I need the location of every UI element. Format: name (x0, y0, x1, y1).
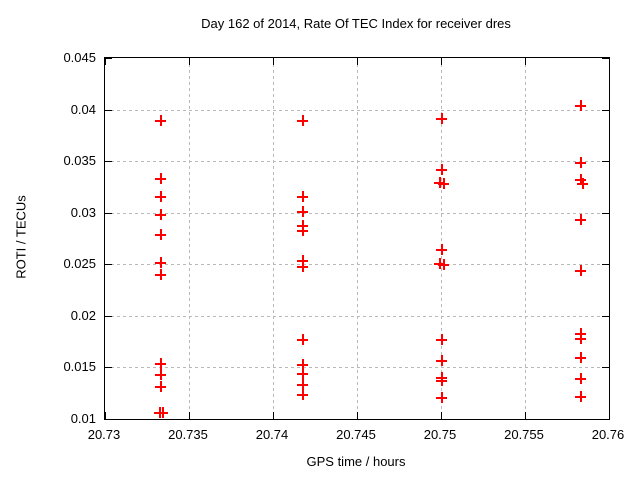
data-point-marker (296, 359, 308, 371)
x-tick-label: 20.75 (423, 427, 457, 442)
data-point-marker (436, 374, 447, 386)
y-tick-label: 0.03 (70, 205, 96, 220)
y-tick-label: 0.01 (70, 411, 96, 426)
gridline-vertical (441, 58, 442, 419)
y-tick-mark (105, 161, 112, 162)
y-tick-mark (602, 58, 609, 59)
data-point-marker (155, 358, 167, 370)
data-point-marker (436, 333, 447, 345)
data-point-marker (296, 205, 308, 217)
data-point-marker (296, 261, 308, 273)
data-point-marker (157, 406, 169, 418)
data-point-marker (296, 389, 308, 401)
y-tick-label: 0.02 (70, 308, 96, 323)
y-tick-mark (105, 264, 112, 265)
x-tick-mark (609, 58, 610, 65)
data-point-marker (575, 372, 587, 384)
y-tick-mark (602, 161, 609, 162)
gridline-vertical (273, 58, 274, 419)
x-tick-mark (105, 412, 106, 419)
data-point-marker (575, 173, 587, 185)
data-point-marker (434, 176, 446, 188)
y-tick-mark (602, 213, 609, 214)
data-point-marker (575, 391, 587, 403)
y-tick-mark (602, 367, 609, 368)
y-tick-mark (602, 110, 609, 111)
plot-area (104, 57, 610, 420)
x-tick-mark (189, 58, 190, 65)
data-point-marker (436, 164, 447, 176)
data-point-marker (155, 229, 167, 241)
data-point-marker (575, 265, 587, 277)
y-tick-mark (602, 264, 609, 265)
y-tick-label: 0.025 (63, 256, 96, 271)
x-tick-mark (441, 412, 442, 419)
data-point-marker (575, 332, 587, 344)
x-tick-label: 20.74 (255, 427, 289, 442)
data-point-marker (155, 191, 167, 203)
x-tick-mark (189, 412, 190, 419)
x-tick-mark (357, 412, 358, 419)
x-tick-mark (525, 58, 526, 65)
x-tick-mark (609, 412, 610, 419)
y-tick-label: 0.035 (63, 153, 96, 168)
data-point-marker (575, 100, 587, 112)
data-point-marker (155, 172, 167, 184)
data-point-marker (436, 355, 447, 367)
y-tick-mark (105, 58, 112, 59)
x-tick-mark (357, 58, 358, 65)
data-point-marker (296, 333, 308, 345)
x-tick-mark (525, 412, 526, 419)
data-point-marker (434, 258, 446, 270)
y-tick-mark (105, 367, 112, 368)
data-point-marker (155, 268, 167, 280)
y-tick-label: 0.015 (63, 359, 96, 374)
data-point-marker (437, 177, 449, 189)
data-point-marker (296, 255, 308, 267)
data-point-marker (575, 213, 587, 225)
y-tick-mark (105, 213, 112, 214)
data-point-marker (296, 191, 308, 203)
gridline-vertical (189, 58, 190, 419)
data-point-marker (575, 352, 587, 364)
x-tick-label: 20.755 (504, 427, 544, 442)
data-point-marker (436, 112, 447, 124)
gridline-vertical (525, 58, 526, 419)
x-axis-label: GPS time / hours (306, 454, 406, 469)
y-tick-mark (602, 419, 609, 420)
x-tick-label: 20.73 (87, 427, 121, 442)
data-point-marker (155, 114, 167, 126)
gridline-vertical (357, 58, 358, 419)
data-point-marker (436, 243, 447, 255)
x-tick-label: 20.745 (336, 427, 376, 442)
data-point-marker (577, 177, 589, 189)
data-point-marker (296, 367, 308, 379)
y-tick-mark (602, 316, 609, 317)
y-tick-mark (105, 110, 112, 111)
x-tick-mark (273, 58, 274, 65)
data-point-marker (155, 368, 167, 380)
data-point-marker (296, 378, 308, 390)
x-tick-mark (441, 58, 442, 65)
data-point-marker (155, 257, 167, 269)
data-point-marker (155, 208, 167, 220)
x-tick-mark (105, 58, 106, 65)
y-tick-label: 0.04 (70, 102, 96, 117)
data-point-marker (296, 225, 308, 237)
data-point-marker (437, 259, 449, 271)
data-point-marker (296, 114, 308, 126)
y-tick-mark (105, 316, 112, 317)
data-point-marker (436, 392, 447, 404)
x-tick-label: 20.735 (168, 427, 208, 442)
x-tick-mark (273, 412, 274, 419)
y-tick-label: 0.045 (63, 50, 96, 65)
data-point-marker (155, 380, 167, 392)
data-point-marker (575, 157, 587, 169)
x-tick-label: 20.76 (591, 427, 625, 442)
y-tick-mark (105, 419, 112, 420)
chart-title: Day 162 of 2014, Rate Of TEC Index for r… (201, 16, 511, 31)
